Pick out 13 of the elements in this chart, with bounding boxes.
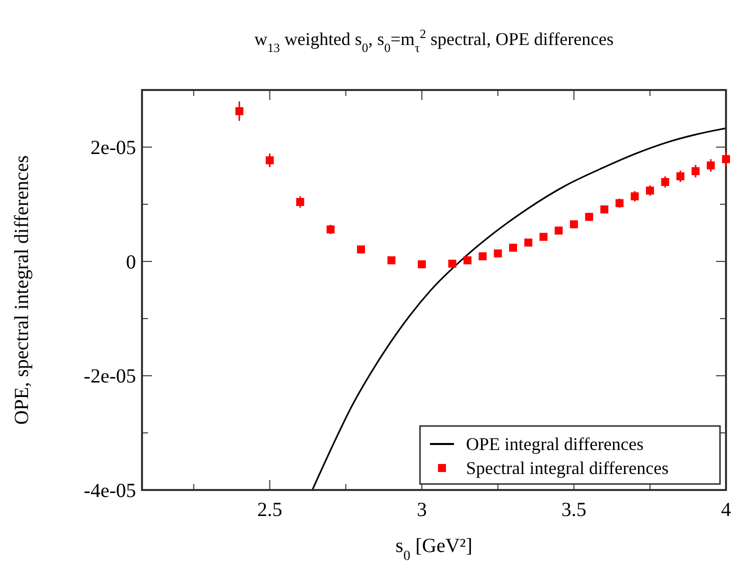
y-tick-label: 0 [126,251,136,274]
y-tick-label: -4e-05 [84,480,136,502]
x-tick-label: 3 [416,499,427,521]
y-tick-label: 2e-05 [90,137,136,160]
x-tick-label: 4 [721,499,731,521]
x-tick-label: 3.5 [561,499,586,521]
legend-label: Spectral integral differences [466,458,669,478]
y-tick-label: -2e-05 [84,366,136,388]
x-tick-label: 2.5 [257,499,282,521]
x-axis-title: s$_{0}$ [GeV²] [396,535,472,564]
chart-title: w$_{13}$ weighted s$_{0}$, s$_{0}$=m$_{τ}$$^{2}$ spectral, OPE differences [254,27,614,55]
y-axis-title: OPE, spectral integral differences [11,155,33,425]
legend-label: OPE integral differences [466,434,644,454]
